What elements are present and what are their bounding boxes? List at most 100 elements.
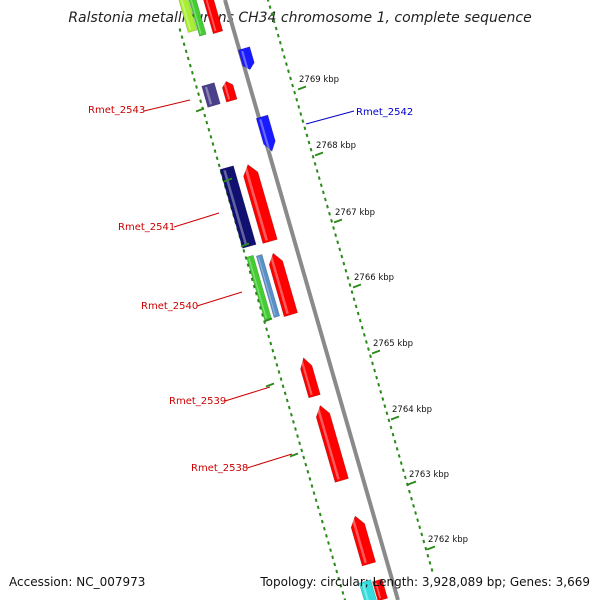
outer-ruler-dot bbox=[428, 561, 432, 565]
inner-ruler-dot bbox=[199, 99, 203, 104]
outer-ruler-dot bbox=[352, 297, 356, 302]
outer-ruler-dot bbox=[301, 119, 305, 123]
outer-ruler-dot bbox=[381, 397, 385, 401]
inner-tick bbox=[240, 242, 250, 248]
inner-ruler-dot bbox=[287, 405, 291, 410]
gene-feature-blue-upper bbox=[237, 46, 255, 70]
inner-ruler-dot bbox=[316, 505, 320, 510]
gene-feature-rmet-2541 bbox=[219, 165, 257, 249]
kbp-tick bbox=[352, 283, 362, 289]
gene-label: Rmet_2538 bbox=[191, 463, 248, 474]
outer-ruler-dot bbox=[303, 126, 307, 131]
inner-ruler-dot bbox=[184, 49, 188, 54]
inner-ruler-dot bbox=[182, 42, 186, 47]
gene-feature-red-top-shine bbox=[205, 0, 217, 32]
inner-ruler-dot bbox=[298, 441, 302, 446]
kbp-tick-label: 2763 kbp bbox=[409, 470, 449, 480]
outer-ruler-dot bbox=[424, 546, 428, 551]
chromosome-backbone bbox=[223, 0, 400, 600]
inner-ruler-dot bbox=[197, 92, 200, 96]
gene-feature-blue-upper-shine bbox=[241, 50, 249, 69]
inner-ruler-dot bbox=[215, 156, 219, 161]
inner-ruler-dot bbox=[308, 477, 312, 481]
kbp-tick bbox=[371, 349, 381, 355]
inner-tick bbox=[195, 107, 205, 113]
outer-ruler-dot bbox=[328, 211, 331, 216]
inner-ruler-dot bbox=[310, 484, 314, 488]
inner-ruler-dot bbox=[325, 534, 328, 538]
inner-ruler-dot bbox=[304, 462, 308, 467]
inner-ruler-dot bbox=[273, 355, 277, 360]
outer-ruler-dot bbox=[379, 390, 383, 394]
gene-feature-red-bottom-shine bbox=[351, 518, 367, 564]
outer-ruler-dot bbox=[416, 518, 420, 522]
inner-ruler-dot bbox=[283, 391, 287, 396]
gene-feature-red-bottom2 bbox=[372, 578, 388, 600]
outer-ruler-dot bbox=[305, 133, 309, 138]
genome-summary: Topology: circular; Length: 3,928,089 bp… bbox=[260, 575, 590, 589]
outer-ruler-dot bbox=[321, 190, 325, 195]
outer-ruler-dot bbox=[418, 525, 422, 530]
gene-label-leader bbox=[305, 110, 355, 125]
outer-ruler-dot bbox=[356, 311, 360, 316]
inner-ruler-dot bbox=[306, 469, 310, 474]
outer-ruler-dot bbox=[405, 482, 409, 487]
gene-feature-red-bottom2-shine bbox=[374, 582, 382, 599]
gene-feature-rmet-2543-shine bbox=[204, 86, 213, 105]
inner-tick bbox=[263, 317, 273, 323]
inner-tick bbox=[289, 452, 299, 458]
outer-ruler-dot bbox=[397, 454, 401, 458]
outer-ruler-dot bbox=[426, 553, 430, 558]
outer-ruler-dot bbox=[276, 33, 280, 38]
inner-ruler-dot bbox=[320, 519, 324, 524]
outer-ruler-dot bbox=[287, 69, 290, 74]
inner-ruler-dot bbox=[271, 348, 275, 353]
inner-ruler-dot bbox=[261, 313, 264, 317]
inner-ruler-dot bbox=[337, 576, 341, 581]
outer-ruler-dot bbox=[414, 511, 418, 515]
inner-ruler-dot bbox=[207, 127, 211, 132]
outer-ruler-dot bbox=[297, 105, 301, 109]
gene-feature-rmet-2538 bbox=[315, 404, 349, 483]
kbp-tick bbox=[297, 85, 307, 91]
inner-ruler-dot bbox=[331, 555, 335, 560]
gene-feature-rmet-2542-shine bbox=[259, 118, 271, 151]
outer-ruler-dot bbox=[395, 447, 399, 451]
outer-ruler-dot bbox=[307, 140, 311, 145]
inner-ruler-dot bbox=[213, 149, 217, 153]
outer-ruler-dot bbox=[371, 361, 374, 366]
gene-feature-rmet-2540-shine bbox=[248, 258, 267, 319]
inner-ruler-dot bbox=[269, 341, 273, 346]
inner-ruler-dot bbox=[333, 562, 337, 567]
outer-ruler-dot bbox=[295, 97, 299, 102]
outer-ruler-dot bbox=[274, 26, 278, 31]
inner-ruler-dot bbox=[211, 142, 215, 146]
inner-ruler-dot bbox=[256, 298, 260, 303]
outer-ruler-dot bbox=[410, 496, 413, 501]
outer-ruler-dot bbox=[272, 19, 276, 24]
inner-ruler-dot bbox=[242, 249, 246, 253]
outer-ruler-dot bbox=[270, 12, 274, 17]
outer-ruler-dot bbox=[385, 411, 389, 416]
outer-ruler-dot bbox=[315, 169, 319, 173]
outer-ruler-dot bbox=[330, 219, 333, 223]
outer-ruler-dot bbox=[344, 268, 348, 273]
inner-ruler-dot bbox=[300, 448, 304, 453]
inner-ruler-dot bbox=[343, 598, 347, 600]
inner-ruler-dot bbox=[180, 35, 184, 39]
gene-label-leader bbox=[173, 212, 220, 228]
kbp-tick-label: 2764 kbp bbox=[392, 405, 432, 415]
outer-ruler-dot bbox=[334, 233, 338, 237]
inner-ruler-dot bbox=[252, 284, 256, 289]
outer-ruler-dot bbox=[291, 83, 295, 88]
gene-feature-rmet-2539 bbox=[300, 357, 321, 399]
outer-ruler-dot bbox=[369, 354, 372, 359]
gene-features bbox=[178, 0, 388, 600]
outer-ruler-dot bbox=[403, 475, 407, 480]
inner-ruler-dot bbox=[302, 455, 306, 460]
outer-ruler-dot bbox=[311, 154, 315, 159]
kbp-tick bbox=[314, 151, 324, 157]
inner-ruler-dot bbox=[188, 63, 192, 68]
inner-tick bbox=[265, 382, 275, 388]
inner-ruler-dot bbox=[329, 548, 332, 552]
